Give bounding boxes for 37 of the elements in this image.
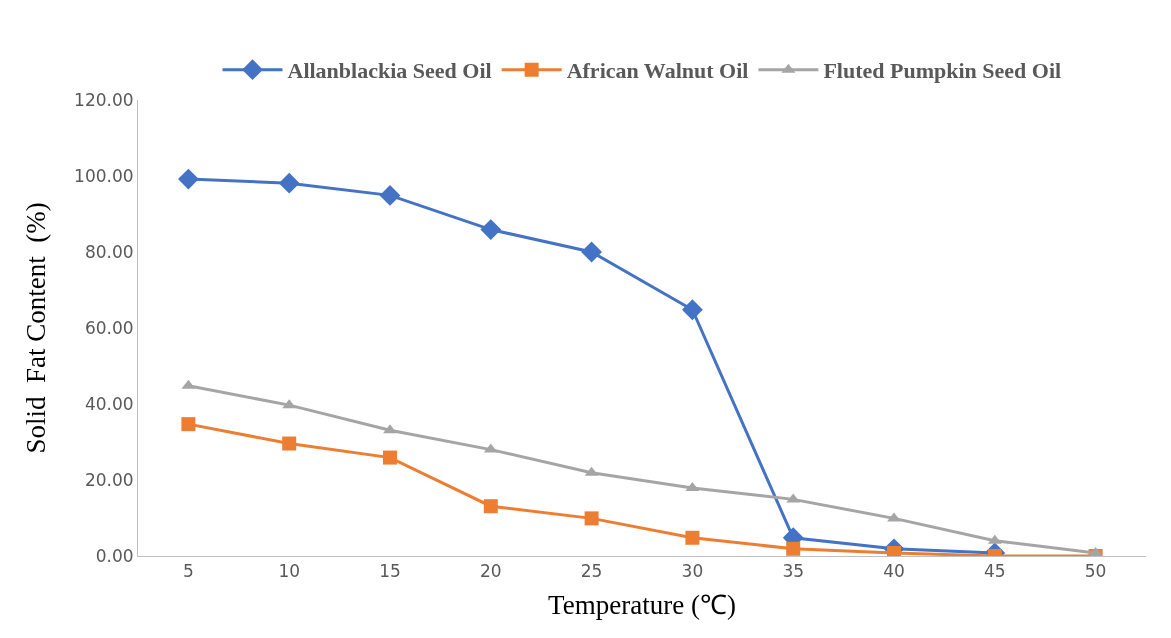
legend-label: Allanblackia Seed Oil [287,58,492,84]
point [278,172,300,194]
x-tick-label: 40 [883,561,905,582]
point [178,168,199,190]
y-tick-label: 20.00 [84,469,134,490]
legend-label: African Walnut Oil [566,58,749,84]
point [786,541,801,556]
y-tick-label: 80.00 [84,241,134,262]
x-tick-label: 50 [1084,561,1107,582]
x-tick-label: 10 [278,561,301,582]
y-tick-label: 0.00 [95,545,134,566]
point [682,299,703,321]
y-axis-title: Solid Fat Content (%) [21,202,52,454]
y-tick-label: 120.00 [74,89,134,110]
x-tick-label: 45 [983,561,1006,582]
x-tick-label: 5 [182,561,194,582]
point [379,184,401,206]
point [685,530,700,545]
x-tick-label: 15 [379,561,401,582]
x-tick-label: 30 [681,561,704,582]
point [383,450,397,465]
point [483,499,498,514]
x-tick-label: 35 [782,561,805,582]
point [480,219,502,240]
point [584,511,599,526]
point [581,241,602,263]
y-tick-label: 100.00 [74,165,134,186]
point [181,417,196,432]
point [282,436,297,451]
point [887,512,901,522]
x-tick-label: 20 [479,561,502,582]
point [383,424,397,434]
y-tick-label: 40.00 [84,393,134,414]
x-tick-label: 25 [580,561,603,582]
x-axis-title: Temperature (℃) [548,589,736,620]
legend-label: Fluted Pumpkin Seed Oil [823,58,1062,84]
y-tick-label: 60.00 [84,317,134,338]
